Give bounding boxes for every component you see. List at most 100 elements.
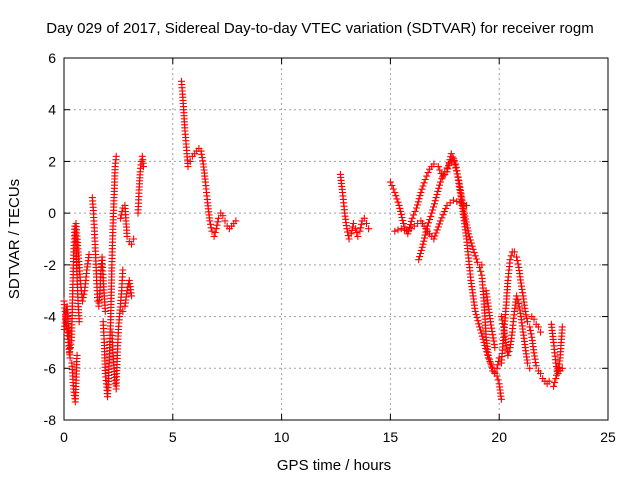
data-point bbox=[502, 338, 510, 346]
data-point bbox=[432, 229, 440, 237]
data-point bbox=[434, 187, 442, 195]
data-point bbox=[208, 227, 216, 235]
data-point bbox=[416, 253, 424, 261]
data-point bbox=[119, 307, 127, 315]
data-point bbox=[449, 153, 457, 161]
data-point bbox=[395, 201, 403, 209]
data-point bbox=[524, 318, 531, 326]
data-point bbox=[394, 226, 402, 234]
data-point bbox=[353, 229, 361, 236]
data-point bbox=[534, 323, 542, 331]
data-point bbox=[430, 235, 438, 243]
data-point bbox=[421, 234, 428, 242]
data-point bbox=[397, 207, 405, 215]
data-point bbox=[422, 228, 430, 236]
data-point bbox=[521, 307, 529, 315]
data-point bbox=[413, 204, 420, 212]
data-point bbox=[477, 329, 485, 337]
data-point bbox=[516, 309, 524, 317]
data-point bbox=[436, 217, 444, 225]
data-point bbox=[393, 195, 401, 203]
data-point bbox=[139, 163, 147, 171]
data-point bbox=[514, 296, 522, 304]
data-point bbox=[550, 382, 558, 390]
data-point bbox=[452, 164, 460, 172]
data-point bbox=[343, 225, 351, 233]
x-tick-label: 0 bbox=[60, 429, 68, 445]
data-point bbox=[428, 209, 436, 217]
data-point bbox=[221, 217, 229, 225]
data-point bbox=[427, 212, 435, 220]
data-point bbox=[400, 220, 407, 227]
data-point bbox=[450, 155, 457, 163]
data-point bbox=[406, 221, 414, 228]
data-point bbox=[389, 185, 397, 193]
data-point bbox=[421, 231, 429, 239]
data-point bbox=[198, 150, 206, 158]
data-point bbox=[513, 292, 521, 300]
x-tick-label: 25 bbox=[600, 429, 616, 445]
data-point bbox=[553, 368, 561, 376]
data-point bbox=[438, 175, 446, 183]
data-point bbox=[450, 158, 458, 166]
data-point bbox=[123, 232, 131, 240]
data-point bbox=[467, 239, 475, 247]
plot-frame bbox=[63, 57, 609, 421]
data-point bbox=[430, 160, 438, 168]
data-point bbox=[184, 163, 192, 171]
data-point bbox=[416, 250, 424, 257]
x-tick-label: 15 bbox=[383, 429, 399, 445]
data-point bbox=[558, 323, 566, 331]
data-point bbox=[79, 294, 87, 302]
data-point bbox=[206, 217, 214, 225]
data-point bbox=[545, 377, 553, 385]
data-point bbox=[473, 314, 481, 322]
data-point bbox=[552, 375, 560, 383]
data-point bbox=[477, 326, 484, 334]
data-point bbox=[527, 330, 535, 338]
y-tick-label: 4 bbox=[48, 102, 56, 118]
data-point bbox=[432, 194, 440, 202]
data-point bbox=[506, 256, 514, 264]
data-point bbox=[418, 185, 426, 193]
data-point bbox=[391, 189, 399, 196]
data-point bbox=[494, 361, 502, 369]
data-point bbox=[471, 307, 479, 315]
data-point bbox=[418, 243, 426, 251]
y-tick-label: -2 bbox=[44, 257, 57, 273]
data-point bbox=[532, 362, 540, 370]
data-point bbox=[344, 228, 352, 236]
data-point bbox=[487, 321, 495, 329]
y-tick-label: 0 bbox=[48, 205, 56, 221]
x-tick-label: 20 bbox=[491, 429, 507, 445]
data-point bbox=[441, 168, 449, 176]
grid bbox=[64, 58, 608, 420]
data-point bbox=[119, 266, 127, 274]
data-point bbox=[460, 209, 468, 217]
data-point bbox=[425, 219, 432, 227]
data-point bbox=[417, 246, 425, 254]
data-point bbox=[423, 172, 431, 180]
data-point bbox=[128, 240, 135, 248]
data-point bbox=[522, 311, 530, 319]
data-point bbox=[214, 218, 222, 226]
data-point bbox=[551, 379, 559, 386]
data-point bbox=[472, 255, 480, 263]
y-axis-label: SDTVAR / TECUs bbox=[6, 179, 23, 299]
data-point bbox=[431, 197, 439, 205]
data-point bbox=[413, 201, 421, 209]
data-point bbox=[407, 217, 415, 225]
data-point bbox=[430, 203, 437, 211]
data-point bbox=[435, 184, 443, 192]
data-point bbox=[436, 178, 444, 186]
y-tick-label: -6 bbox=[44, 360, 57, 376]
chart-title: Day 029 of 2017, Sidereal Day-to-day VTE… bbox=[46, 20, 593, 37]
data-point bbox=[513, 253, 521, 261]
data-point bbox=[430, 200, 438, 208]
data-point bbox=[433, 226, 441, 234]
data-point bbox=[363, 220, 370, 227]
data-point bbox=[215, 214, 222, 222]
data-point bbox=[347, 230, 355, 238]
data-point bbox=[530, 349, 538, 357]
data-point bbox=[477, 267, 485, 275]
